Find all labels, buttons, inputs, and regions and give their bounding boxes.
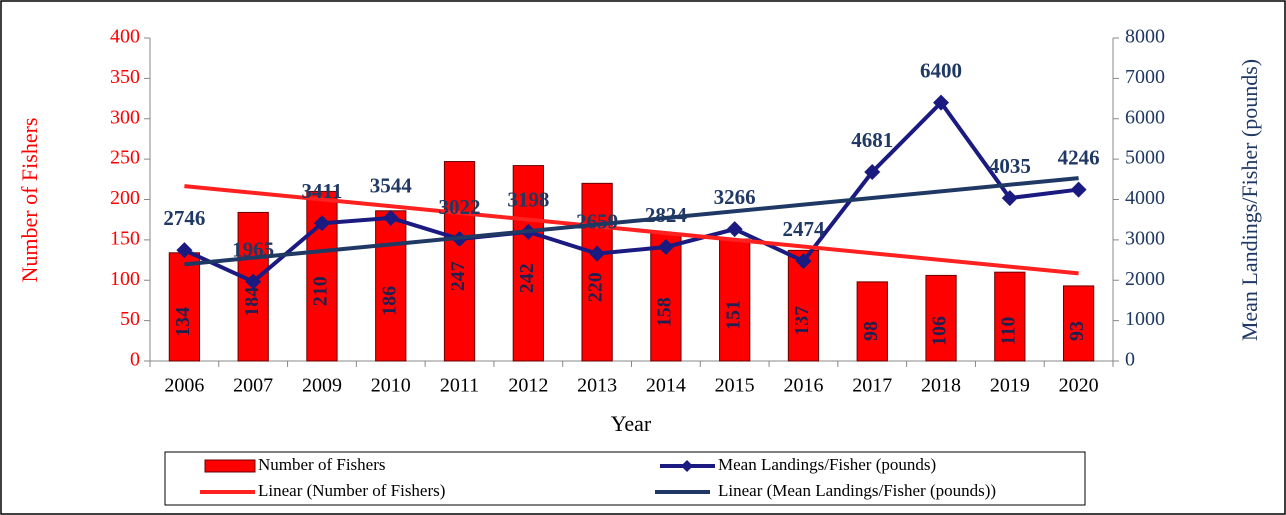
line-marker bbox=[176, 242, 193, 259]
trendline bbox=[184, 184, 1079, 276]
legend-label: Number of Fishers bbox=[258, 455, 385, 474]
y2-tick-label: 6000 bbox=[1125, 106, 1165, 128]
x-tick-label: 2007 bbox=[233, 375, 273, 397]
y-tick-label: 300 bbox=[110, 106, 140, 128]
bar bbox=[375, 210, 407, 362]
bar-value-label: 186 bbox=[378, 286, 400, 316]
x-axis-label: Year bbox=[611, 411, 652, 436]
bar-value-label: 137 bbox=[791, 306, 813, 336]
y-axis-label: Number of Fishers bbox=[17, 118, 42, 283]
bar bbox=[443, 161, 476, 362]
bar-value-label: 184 bbox=[241, 287, 263, 317]
x-tick-label: 2011 bbox=[440, 375, 479, 397]
bar bbox=[994, 271, 1026, 362]
bar-value-label: 220 bbox=[585, 272, 607, 302]
bar bbox=[168, 252, 201, 362]
y-tick-label: 50 bbox=[120, 308, 140, 330]
line-value-label: 6400 bbox=[920, 58, 962, 82]
line-marker bbox=[589, 245, 606, 262]
legend-label: Linear (Mean Landings/Fisher (pounds)) bbox=[718, 481, 996, 500]
x-tick-label: 2010 bbox=[371, 375, 411, 397]
bar-value-label: 242 bbox=[516, 263, 538, 293]
y-tick-label: 200 bbox=[110, 187, 140, 209]
line-marker bbox=[1001, 190, 1018, 207]
line-marker bbox=[657, 238, 674, 255]
y-tick-label: 150 bbox=[110, 227, 140, 249]
bar-value-label: 93 bbox=[1066, 321, 1088, 341]
line-value-label: 3198 bbox=[507, 188, 549, 212]
legend-label: Linear (Number of Fishers) bbox=[258, 481, 445, 500]
x-tick-label: 2014 bbox=[646, 375, 686, 397]
x-tick-label: 2017 bbox=[852, 375, 892, 397]
legend bbox=[164, 451, 1086, 506]
bar bbox=[856, 281, 888, 362]
line bbox=[183, 99, 1079, 285]
y2-tick-label: 4000 bbox=[1125, 187, 1165, 209]
bar bbox=[512, 165, 544, 362]
bar-value-label: 158 bbox=[653, 297, 675, 327]
line-marker bbox=[1070, 181, 1087, 198]
line-marker bbox=[313, 215, 330, 232]
line-value-label: 3411 bbox=[302, 179, 343, 203]
x-tick-label: 2016 bbox=[783, 375, 823, 397]
y2-tick-label: 3000 bbox=[1125, 227, 1165, 249]
x-tick-label: 2006 bbox=[164, 375, 204, 397]
line-value-label: 4035 bbox=[989, 154, 1031, 178]
bar bbox=[581, 182, 613, 362]
line-value-label: 4681 bbox=[851, 128, 893, 152]
line-marker bbox=[245, 273, 262, 290]
line-value-label: 3022 bbox=[439, 195, 481, 219]
y-tick-label: 400 bbox=[110, 26, 140, 48]
line-value-label: 2746 bbox=[163, 206, 205, 230]
line-value-label: 3544 bbox=[370, 174, 413, 198]
line-value-label: 1965 bbox=[232, 237, 274, 261]
bar-value-label: 210 bbox=[310, 276, 332, 306]
bar-value-label: 247 bbox=[447, 261, 469, 291]
y2-tick-label: 5000 bbox=[1125, 147, 1165, 169]
line-marker bbox=[864, 164, 881, 181]
bar bbox=[1062, 285, 1095, 362]
trendline bbox=[184, 176, 1079, 267]
y-tick-label: 350 bbox=[110, 66, 140, 88]
x-tick-label: 2019 bbox=[990, 375, 1030, 397]
legend-marker bbox=[681, 460, 693, 472]
bar-value-label: 151 bbox=[722, 300, 744, 330]
line-marker bbox=[795, 253, 812, 270]
x-tick-label: 2012 bbox=[508, 375, 548, 397]
line-marker bbox=[933, 94, 950, 111]
y2-tick-label: 8000 bbox=[1125, 26, 1165, 48]
bar bbox=[925, 274, 957, 362]
y2-tick-label: 7000 bbox=[1125, 66, 1165, 88]
legend-swatch bbox=[204, 459, 256, 473]
y2-tick-label: 0 bbox=[1125, 349, 1135, 371]
line-value-label: 2824 bbox=[645, 203, 688, 227]
y2-tick-label: 2000 bbox=[1125, 268, 1165, 290]
x-tick-label: 2018 bbox=[921, 375, 961, 397]
bar-value-label: 134 bbox=[172, 307, 194, 337]
x-tick-label: 2013 bbox=[577, 375, 617, 397]
y2-tick-label: 1000 bbox=[1125, 308, 1165, 330]
x-tick-label: 2020 bbox=[1059, 375, 1099, 397]
x-tick-label: 2015 bbox=[715, 375, 755, 397]
line-marker bbox=[382, 209, 399, 226]
x-tick-label: 2009 bbox=[302, 375, 342, 397]
line-value-label: 2474 bbox=[782, 217, 825, 241]
y-tick-label: 250 bbox=[110, 147, 140, 169]
bar-value-label: 106 bbox=[929, 316, 951, 346]
y2-axis-label: Mean Landings/Fisher (pounds) bbox=[1237, 59, 1262, 341]
line-value-label: 3266 bbox=[714, 185, 756, 209]
y-tick-label: 100 bbox=[110, 268, 140, 290]
bar bbox=[719, 238, 751, 362]
bar-value-label: 98 bbox=[860, 321, 882, 341]
line-value-label: 2659 bbox=[576, 209, 618, 233]
line-marker bbox=[726, 221, 743, 238]
line-value-label: 4246 bbox=[1058, 145, 1100, 169]
y-tick-label: 0 bbox=[130, 349, 140, 371]
legend-label: Mean Landings/Fisher (pounds) bbox=[718, 455, 936, 474]
bar-value-label: 110 bbox=[997, 317, 1019, 346]
